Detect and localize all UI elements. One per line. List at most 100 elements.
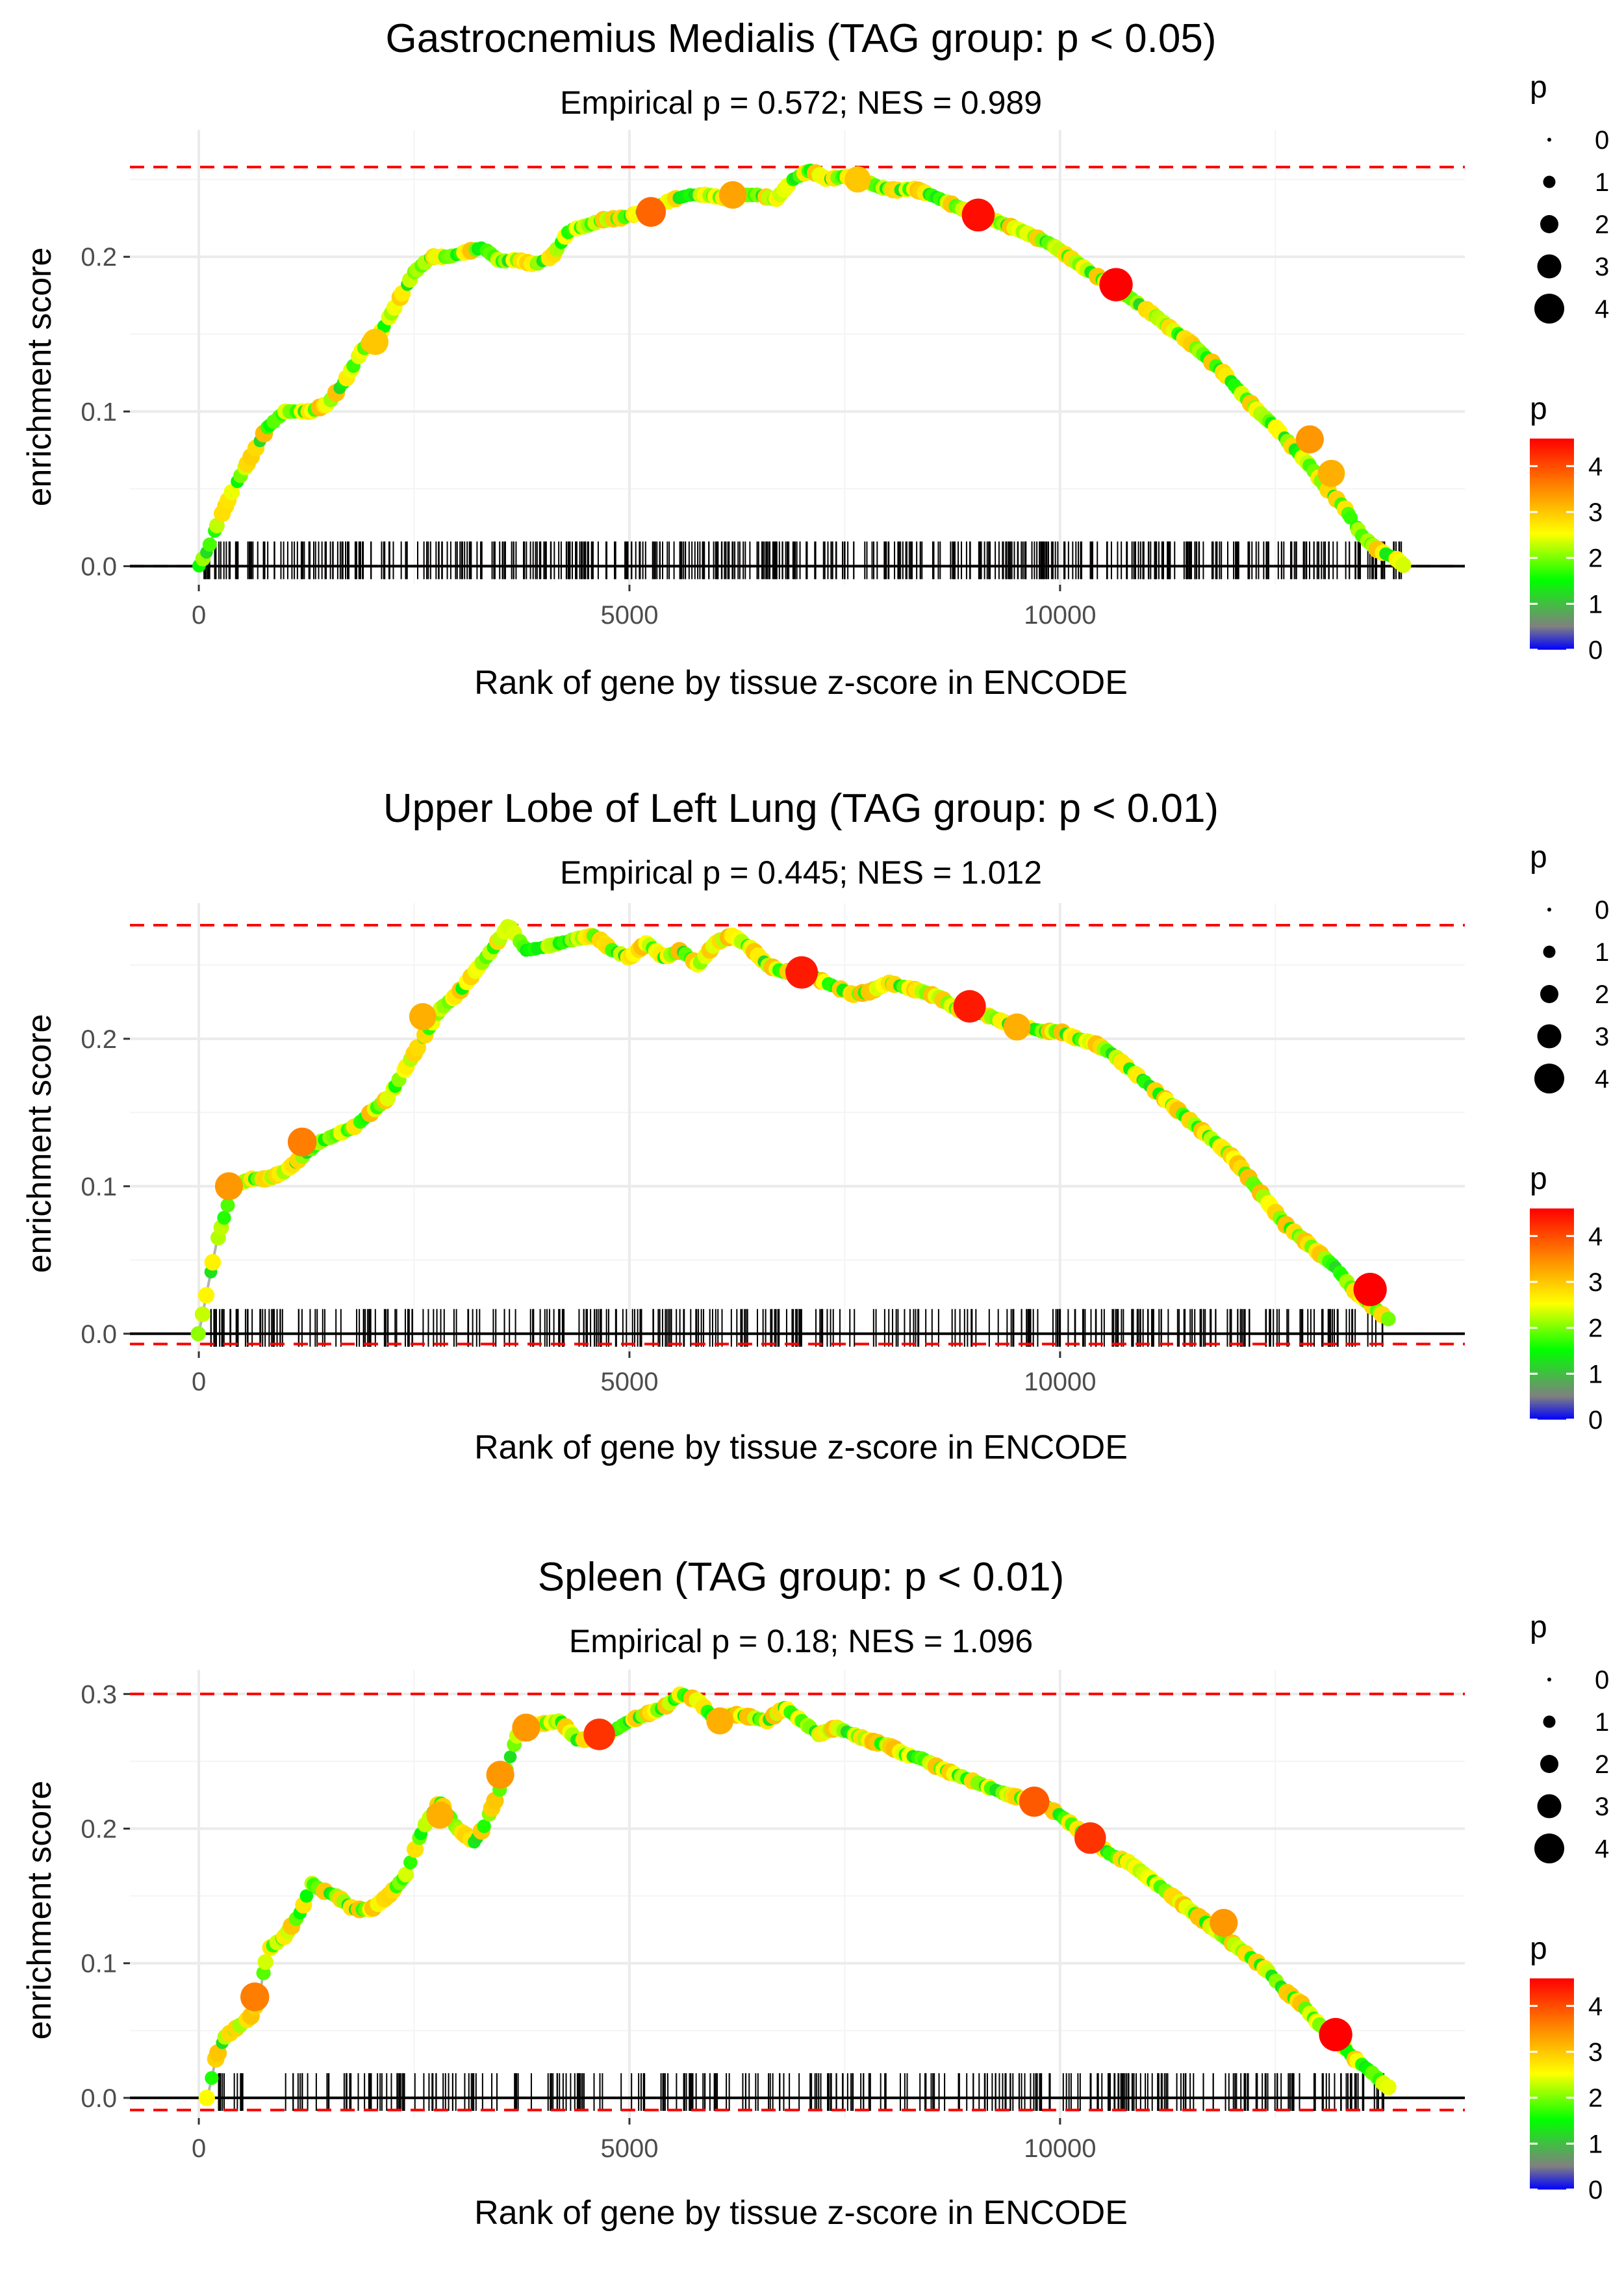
size-legend-dot	[1534, 1064, 1564, 1093]
es-point	[477, 1819, 491, 1833]
y-tick-label: 0.2	[81, 243, 117, 272]
panel-2-subtitle: Empirical p = 0.445; NES = 1.012	[560, 854, 1042, 891]
size-legend-label: 2	[1595, 211, 1609, 239]
es-point-highlight	[1317, 459, 1345, 487]
es-point-highlight	[1003, 1013, 1031, 1041]
size-legend-title: p	[1530, 840, 1547, 875]
size-legend-dot	[1540, 985, 1558, 1003]
color-legend-label: 3	[1588, 498, 1603, 527]
color-legend-title: p	[1530, 1932, 1547, 1966]
es-point	[220, 1198, 235, 1213]
x-tick-label: 5000	[600, 2134, 658, 2163]
es-point	[1380, 2078, 1397, 2095]
color-legend-label: 3	[1588, 2038, 1603, 2067]
es-point	[398, 1866, 414, 1883]
color-legend-label: 4	[1588, 452, 1603, 481]
panel-1-title: Gastrocnemius Medialis (TAG group: p < 0…	[386, 16, 1217, 61]
panel-1: Gastrocnemius Medialis (TAG group: p < 0…	[21, 16, 1609, 702]
y-tick-label: 0.0	[81, 2084, 117, 2113]
es-point	[299, 1889, 314, 1903]
color-legend-label: 1	[1588, 1360, 1603, 1388]
es-point	[223, 483, 240, 500]
size-legend-dot	[1543, 175, 1556, 188]
es-point-highlight	[718, 181, 747, 209]
color-legend-label: 4	[1588, 1222, 1603, 1251]
y-tick-label: 0.3	[81, 1680, 117, 1709]
y-tick-label: 0.1	[81, 1173, 117, 1201]
size-legend-label: 3	[1595, 253, 1609, 281]
size-legend-dot	[1547, 1678, 1551, 1681]
es-point-highlight	[1295, 425, 1324, 454]
x-tick-label: 10000	[1024, 2134, 1096, 2163]
size-legend-dot	[1540, 215, 1558, 233]
es-point-highlight	[1319, 2017, 1352, 2052]
y-tick-label: 0.1	[81, 1950, 117, 1978]
es-points	[190, 919, 1396, 1342]
es-point-highlight	[785, 956, 818, 989]
panel-1-legend: p 0 1 2 3 4 p 4 3 2 1 0	[1530, 70, 1609, 665]
color-legend-label: 4	[1588, 1992, 1603, 2021]
es-point-highlight	[1099, 268, 1133, 301]
es-point-highlight	[1353, 1273, 1387, 1307]
panel-2-legend: p 0 1 2 3 4 p 4 3 2 1 0	[1530, 840, 1609, 1435]
size-legend-dot	[1540, 1755, 1558, 1773]
color-legend-label: 3	[1588, 1268, 1603, 1297]
x-tick-label: 0	[192, 1368, 206, 1396]
color-legend-label: 0	[1588, 2176, 1603, 2204]
panel-1-plot: 0 5000 10000 0.0 0.1 0.2	[81, 130, 1465, 630]
panel-3-title: Spleen (TAG group: p < 0.01)	[538, 1555, 1064, 1600]
es-point-highlight	[409, 1003, 437, 1030]
panel-3-subtitle: Empirical p = 0.18; NES = 1.096	[569, 1623, 1033, 1659]
size-legend-dot	[1537, 1794, 1562, 1819]
size-legend-dot	[1534, 294, 1564, 324]
gene-hit-ticks	[203, 541, 1402, 580]
es-point	[1380, 1311, 1396, 1327]
panel-2-plot: 0 5000 10000 0.0 0.1 0.2	[81, 903, 1465, 1396]
size-legend-label: 0	[1595, 896, 1609, 925]
es-point	[204, 1254, 222, 1271]
size-legend-dot	[1537, 1024, 1562, 1049]
panel-1-y-axis-label: enrichment score	[21, 248, 58, 507]
color-legend-title: p	[1530, 1162, 1547, 1196]
color-legend-bar	[1530, 1208, 1574, 1420]
size-legend-dot	[1547, 908, 1551, 912]
es-point-highlight	[214, 1172, 244, 1201]
es-point-highlight	[1019, 1786, 1050, 1817]
size-legend-label: 3	[1595, 1793, 1609, 1821]
panel-1-x-axis-label: Rank of gene by tissue z-score in ENCODE	[474, 664, 1128, 702]
es-point	[202, 537, 217, 552]
es-points	[198, 1686, 1397, 2106]
size-legend-label: 3	[1595, 1023, 1609, 1051]
size-legend-dot	[1534, 1833, 1564, 1863]
panel-3-legend: p 0 1 2 3 4 p 4 3 2 1 0	[1530, 1610, 1609, 2204]
es-point	[503, 1750, 517, 1763]
y-tick-label: 0.1	[81, 398, 117, 426]
es-point	[217, 1210, 231, 1225]
y-tick-label: 0.0	[81, 1320, 117, 1349]
x-tick-label: 0	[192, 601, 206, 630]
y-tick-label: 0.0	[81, 552, 117, 581]
color-legend-label: 2	[1588, 544, 1603, 573]
es-point	[205, 2071, 219, 2085]
es-point-highlight	[706, 1707, 734, 1735]
panel-2-y-axis-label: enrichment score	[21, 1014, 58, 1273]
es-point-highlight	[426, 1801, 454, 1829]
size-legend-label: 0	[1595, 126, 1609, 155]
es-point	[1395, 557, 1412, 573]
size-legend-dot	[1537, 254, 1562, 279]
size-legend-dot	[1547, 138, 1551, 142]
es-point-highlight	[953, 990, 986, 1023]
panel-2: Upper Lobe of Left Lung (TAG group: p < …	[21, 786, 1609, 1466]
panel-3-plot: 0 5000 10000 0.0 0.1 0.2 0.3	[81, 1670, 1465, 2163]
y-tick-label: 0.2	[81, 1025, 117, 1054]
color-legend-label: 2	[1588, 2084, 1603, 2113]
color-legend-label: 1	[1588, 590, 1603, 619]
es-point	[190, 1326, 206, 1342]
es-point-highlight	[486, 1761, 514, 1789]
size-legend-dot	[1543, 1715, 1556, 1728]
plot-background	[130, 1670, 1465, 2118]
es-point-highlight	[1210, 1908, 1238, 1937]
color-legend-label: 0	[1588, 636, 1603, 665]
es-point-highlight	[1074, 1822, 1106, 1854]
